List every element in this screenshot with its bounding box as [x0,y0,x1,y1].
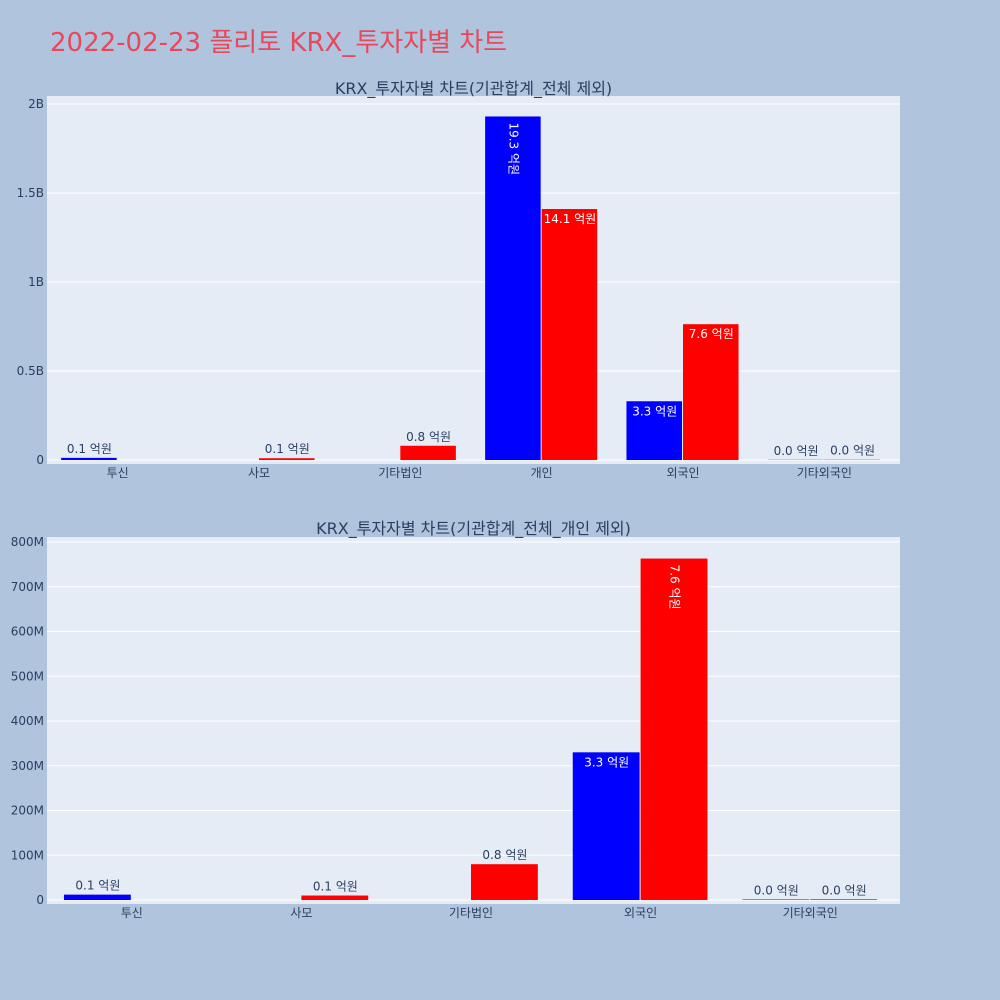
bar-blue [572,752,640,900]
chart-title: KRX_투자자별 차트(기관합계_전체 제외) [335,79,612,99]
x-tick-label: 투신 [121,906,143,920]
data-label: 3.3 억원 [632,404,677,418]
x-tick-label: 외국인 [624,906,657,920]
y-tick-label: 400M [11,714,44,728]
data-label: 7.6 억원 [668,565,682,610]
data-label: 0.0 억원 [822,883,867,897]
y-tick-label: 800M [11,535,44,549]
y-tick-label: 700M [11,580,44,594]
bar-blue [61,457,117,460]
data-label: 0.1 억원 [265,442,310,456]
y-tick-label: 2B [28,97,44,111]
bar-red [471,864,538,900]
x-tick-label: 기타법인 [449,906,493,920]
bar-red [301,895,369,900]
y-tick-label: 100M [11,848,44,862]
plot-area [47,96,900,464]
data-label: 0.1 억원 [67,442,112,456]
data-label: 19.3 억원 [506,122,520,175]
data-label: 0.1 억원 [313,880,358,894]
data-label: 3.3 억원 [584,755,629,769]
y-tick-label: 200M [11,804,44,818]
x-tick-label: 기타외국인 [797,466,852,480]
data-label: 0.8 억원 [482,848,527,862]
data-label: 0.1 억원 [75,879,120,893]
bar-blue [626,401,682,460]
bar-blue [485,116,541,461]
x-tick-label: 개인 [531,466,553,480]
bar-red [541,209,598,460]
x-tick-label: 투신 [107,466,129,480]
bar-red [259,458,315,460]
y-tick-label: 1.5B [17,186,44,200]
x-tick-label: 기타법인 [378,466,422,480]
data-label: 7.6 억원 [689,327,734,341]
y-tick-label: 0.5B [17,364,44,378]
data-label: 0.8 억원 [406,430,451,444]
y-tick-label: 0 [36,453,44,467]
data-label: 0.0 억원 [774,444,819,458]
x-tick-label: 외국인 [666,466,699,480]
bar-red [640,558,708,900]
bar-red [810,899,878,900]
y-tick-label: 500M [11,669,44,683]
data-label: 0.0 억원 [830,444,875,458]
x-tick-label: 사모 [248,466,270,480]
bar-red [400,445,456,460]
bar-blue [63,894,131,900]
x-tick-label: 기타외국인 [783,906,838,920]
y-tick-label: 300M [11,759,44,773]
y-tick-label: 1B [28,275,44,289]
y-tick-label: 600M [11,625,44,639]
page-title: 2022-02-23 플리토 KRX_투자자별 차트 [50,28,508,58]
chart-title: KRX_투자자별 차트(기관합계_전체_개인 제외) [316,519,631,539]
data-label: 0.0 억원 [754,884,799,898]
y-tick-label: 0 [36,893,44,907]
data-label: 14.1 억원 [544,212,597,226]
bar-red [683,324,739,460]
x-tick-label: 사모 [290,906,312,920]
